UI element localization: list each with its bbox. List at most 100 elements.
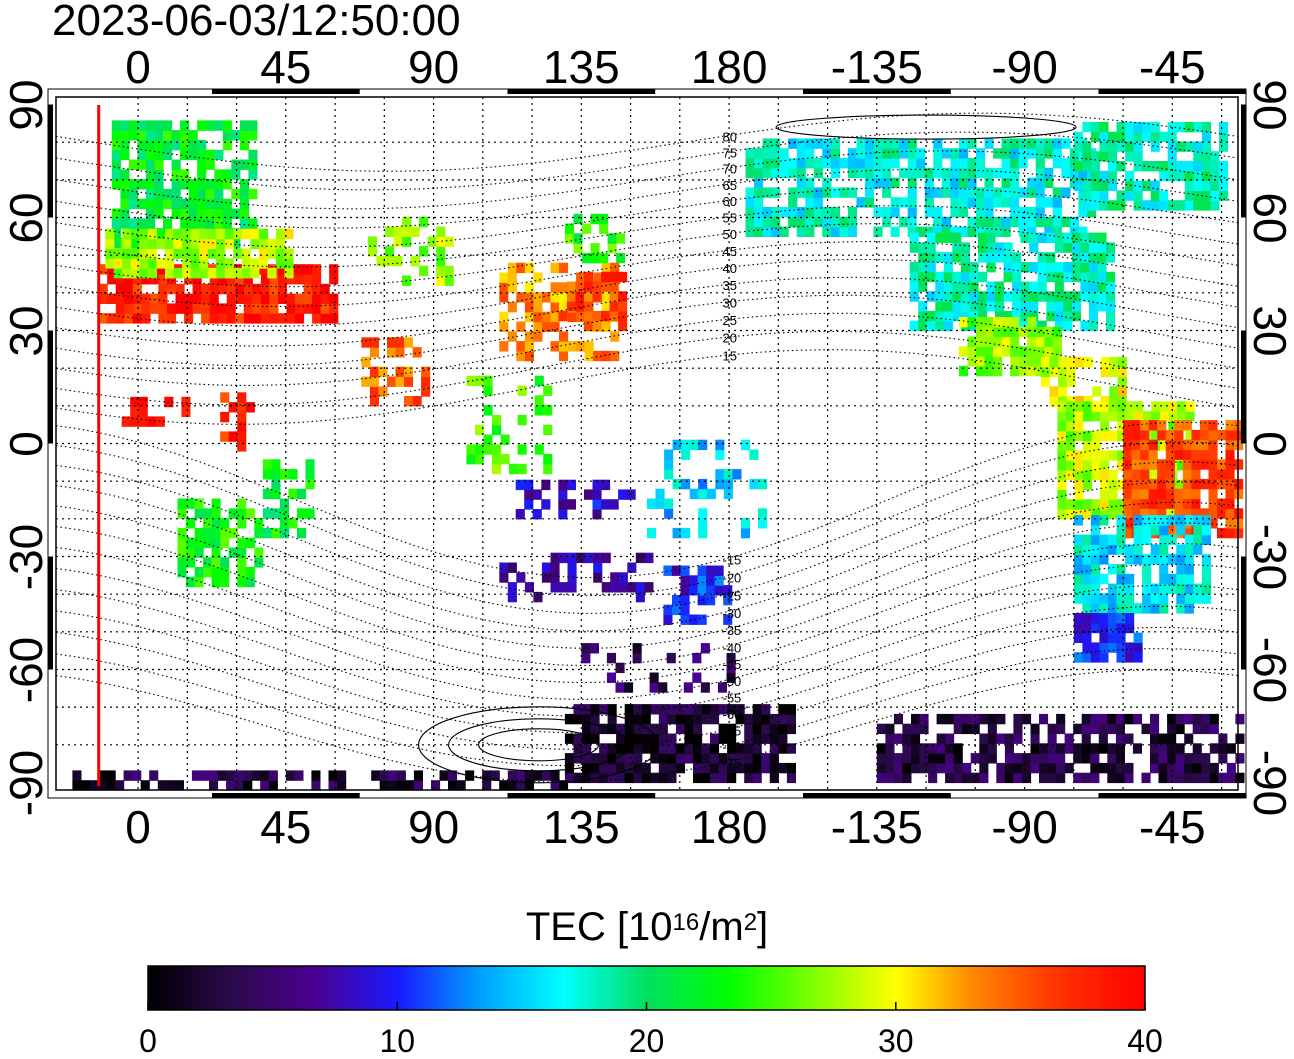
- tec-cell: [1090, 180, 1100, 191]
- tec-cell: [882, 167, 892, 179]
- tec-cell: [1057, 469, 1067, 481]
- tec-cell: [111, 139, 121, 151]
- tec-cell: [1141, 772, 1151, 784]
- tec-cell: [727, 743, 737, 754]
- tec-region-russia-east: [564, 213, 626, 264]
- tec-cell: [635, 582, 645, 593]
- tec-cell: [107, 274, 117, 285]
- tec-cell: [813, 197, 823, 208]
- tec-cell: [1106, 271, 1116, 283]
- tec-cell: [1069, 167, 1079, 179]
- tec-cell: [320, 313, 330, 324]
- tec-cell: [601, 321, 611, 332]
- left-lat-tick-label: -30: [0, 523, 52, 590]
- tec-cell: [295, 274, 305, 285]
- tec-cell: [1158, 733, 1168, 744]
- tec-cell: [1081, 772, 1091, 784]
- tec-cell: [111, 179, 121, 190]
- top-tick-bar: [212, 89, 360, 94]
- bottom-lon-tick-label: 45: [260, 801, 312, 853]
- tec-cell: [483, 385, 493, 396]
- tec-cell: [1148, 488, 1158, 500]
- tec-cell: [607, 753, 617, 764]
- tec-cell: [1124, 762, 1134, 774]
- tec-cell: [1056, 723, 1066, 735]
- tec-cell: [550, 321, 560, 332]
- tec-cell: [723, 594, 733, 606]
- tec-cell: [610, 350, 620, 362]
- tec-cell: [599, 772, 609, 784]
- tec-cell: [566, 281, 576, 292]
- tec-cell: [693, 753, 703, 764]
- tec-cell: [533, 331, 543, 342]
- tec-cell: [1073, 632, 1083, 643]
- tec-cell: [499, 341, 509, 352]
- tec-cell: [1054, 232, 1064, 243]
- tec-cell: [1201, 141, 1211, 152]
- tec-cell: [996, 713, 1006, 725]
- tec-cell: [139, 258, 149, 269]
- tec-cell: [154, 188, 164, 200]
- tec-cell: [1219, 180, 1229, 191]
- tec-cell: [124, 283, 134, 295]
- tec-cell: [805, 197, 815, 208]
- tec-cell: [1003, 262, 1013, 273]
- tec-cell: [378, 386, 388, 397]
- tec-cell: [1090, 583, 1100, 594]
- tec-cell: [1201, 554, 1211, 565]
- tec-cell: [655, 498, 665, 509]
- tec-cell: [1184, 170, 1194, 182]
- tec-cell: [1159, 440, 1169, 451]
- tec-cell: [592, 320, 602, 332]
- tec-cell: [541, 479, 551, 491]
- tec-cell: [81, 780, 91, 791]
- tec-cell: [979, 772, 989, 784]
- tec-cell: [839, 216, 849, 228]
- tec-cell: [559, 552, 569, 564]
- tec-cell: [1057, 420, 1067, 432]
- tec-cell: [558, 479, 568, 491]
- tec-cell: [226, 283, 236, 295]
- tec-cell: [1116, 573, 1126, 585]
- tec-cell: [412, 347, 422, 358]
- tec-cell: [1150, 713, 1160, 725]
- tec-cell: [581, 643, 591, 654]
- tec-cell: [388, 780, 398, 791]
- tec-cell: [995, 310, 1005, 322]
- tec-cell: [618, 320, 628, 332]
- tec-cell: [1001, 158, 1011, 169]
- tec-cell: [744, 723, 754, 735]
- tec-cell: [771, 226, 781, 237]
- tec-cell: [564, 762, 574, 774]
- tec-cell: [271, 478, 281, 490]
- tec-cell: [1088, 271, 1098, 283]
- tec-cell: [122, 228, 132, 240]
- tec-cell: [933, 226, 943, 237]
- tec-cell: [1184, 534, 1194, 545]
- tec-cell: [1004, 753, 1014, 764]
- tec-cell: [1099, 180, 1109, 191]
- tec-cell: [924, 207, 934, 218]
- tec-cell: [128, 179, 138, 190]
- tec-cell: [1235, 713, 1245, 725]
- tec-cell: [1157, 420, 1167, 431]
- tec-cell: [1201, 593, 1211, 604]
- tec-cell: [960, 242, 970, 253]
- tec-cell: [367, 236, 377, 247]
- tec-cell: [928, 772, 938, 784]
- tec-cell: [1176, 460, 1186, 471]
- tec-cell: [1052, 187, 1062, 198]
- tec-cell: [995, 242, 1005, 253]
- tec-cell: [297, 527, 307, 539]
- tec-cell: [220, 557, 230, 568]
- tec-cell: [1201, 573, 1211, 585]
- tec-cell: [507, 262, 517, 274]
- bottom-lon-tick-label: -90: [991, 801, 1058, 853]
- tec-cell: [727, 704, 737, 715]
- tec-cell: [1150, 141, 1160, 152]
- tec-cell: [1001, 216, 1011, 228]
- tec-cell: [1052, 207, 1062, 218]
- tec-cell: [745, 158, 755, 169]
- tec-cell: [137, 120, 147, 131]
- tec-cell: [558, 499, 568, 510]
